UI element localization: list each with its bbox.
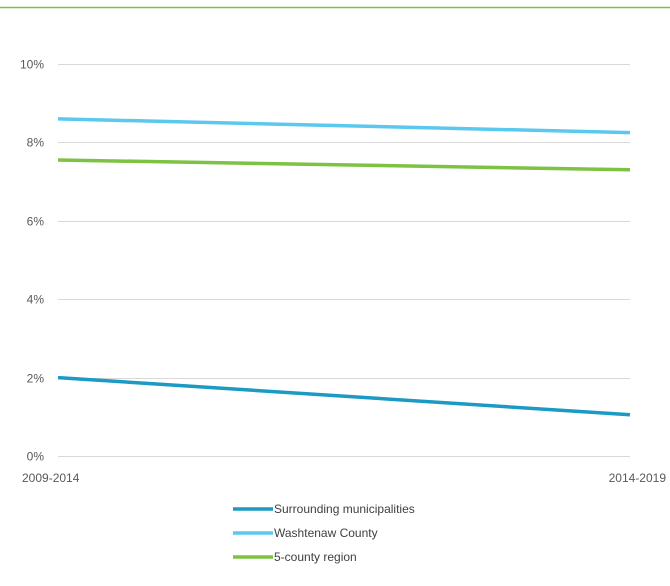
legend-label: 5-county region [274, 550, 357, 564]
series-line [57, 158, 631, 172]
x-tick-label: 2009-2014 [22, 471, 80, 485]
y-tick-label: 8% [27, 136, 45, 150]
y-tick-label: 6% [27, 215, 45, 229]
y-tick-label: 0% [27, 450, 45, 464]
series-line [57, 117, 631, 135]
y-tick-label: 4% [27, 293, 45, 307]
legend-label: Surrounding municipalities [274, 502, 415, 516]
series-line [57, 375, 631, 417]
legend-label: Washtenaw County [274, 526, 378, 540]
x-tick-label: 2014-2019 [609, 471, 667, 485]
y-tick-label: 10% [20, 58, 44, 72]
y-tick-label: 2% [27, 372, 45, 386]
